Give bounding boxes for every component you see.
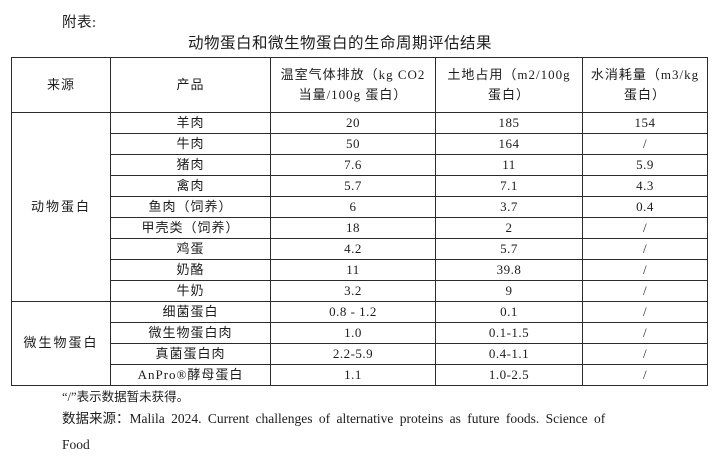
group-label-microbial-protein: 微生物蛋白 [11,301,111,386]
cell-water: / [582,343,708,365]
cell-product: AnPro®酵母蛋白 [110,364,271,386]
table-row: 真菌蛋白肉 2.2-5.9 0.4-1.1 / [12,343,708,365]
cell-ghg: 3.2 [270,280,436,302]
cell-land: 0.4-1.1 [435,343,583,365]
cell-land: 9 [435,280,583,302]
header-row: 来源 产品 温室气体排放（kg CO2 当量/100g 蛋白） 土地占用（m2/… [11,57,708,113]
table-row: 牛奶 3.2 9 / [12,280,708,302]
cell-ghg: 0.8 - 1.2 [270,301,436,323]
table-row: 禽肉 5.7 7.1 4.3 [12,175,708,197]
cell-product: 猪肉 [110,154,271,176]
data-source-line: 数据来源：Malila 2024. Current challenges of … [62,407,605,427]
table-row: 微生物蛋白肉 1.0 0.1-1.5 / [12,322,708,344]
cell-ghg: 4.2 [270,238,436,260]
cell-product: 真菌蛋白肉 [110,343,271,365]
table-row: 鱼肉（饲养） 6 3.7 0.4 [12,196,708,218]
cell-water: / [582,364,708,386]
table-title: 动物蛋白和微生物蛋白的生命周期评估结果 [187,35,492,52]
cell-ghg: 11 [270,259,436,281]
cell-land: 3.7 [435,196,583,218]
cell-ghg: 6 [270,196,436,218]
cell-land: 5.7 [435,238,583,260]
data-source-line-continued: Food [62,437,90,452]
slash-footnote: “/”表示数据暂未获得。 [62,390,190,404]
cell-water: / [582,133,708,155]
cell-water: / [582,301,708,323]
table-header: 来源 产品 温室气体排放（kg CO2 当量/100g 蛋白） 土地占用（m2/… [11,57,708,113]
cell-product: 禽肉 [110,175,271,197]
cell-ghg: 1.1 [270,364,436,386]
cell-land: 7.1 [435,175,583,197]
cell-water: 154 [582,112,708,134]
cell-water: 5.9 [582,154,708,176]
table-row: 微生物蛋白 细菌蛋白 0.8 - 1.2 0.1 / [11,301,708,386]
cell-land: 164 [435,133,583,155]
cell-product: 牛肉 [110,133,271,155]
cell-water: / [582,280,708,302]
table-row: 动物蛋白 羊肉 20 185 154 [11,112,708,302]
cell-product: 羊肉 [110,112,271,134]
cell-land: 11 [435,154,583,176]
table-body: 动物蛋白 羊肉 20 185 154 牛肉 50 164 / 猪肉 7.6 11… [11,112,708,386]
data-source-label: 数据来源： [62,411,130,426]
col-header-water: 水消耗量（m3/kg 蛋白） [582,57,708,113]
cell-water: / [582,259,708,281]
cell-water: / [582,322,708,344]
cell-land: 1.0-2.5 [435,364,583,386]
lca-results-table: 来源 产品 温室气体排放（kg CO2 当量/100g 蛋白） 土地占用（m2/… [11,57,708,386]
table-row: 鸡蛋 4.2 5.7 / [12,238,708,260]
cell-product: 鸡蛋 [110,238,271,260]
table-row: 牛肉 50 164 / [12,133,708,155]
table-row: 奶酪 11 39.8 / [12,259,708,281]
table-row: 甲壳类（饲养） 18 2 / [12,217,708,239]
cell-land: 0.1-1.5 [435,322,583,344]
table-row: AnPro®酵母蛋白 1.1 1.0-2.5 / [12,364,708,386]
table-caption-prefix: 附表: [62,15,97,31]
cell-product: 鱼肉（饲养） [110,196,271,218]
col-header-land: 土地占用（m2/100g 蛋白） [435,57,583,113]
col-header-source: 来源 [11,57,111,113]
cell-ghg: 1.0 [270,322,436,344]
cell-water: 4.3 [582,175,708,197]
cell-product: 细菌蛋白 [110,301,271,323]
cell-product: 奶酪 [110,259,271,281]
col-header-product: 产品 [110,57,271,113]
table-row: 猪肉 7.6 11 5.9 [12,154,708,176]
cell-land: 0.1 [435,301,583,323]
cell-ghg: 20 [270,112,436,134]
cell-ghg: 2.2-5.9 [270,343,436,365]
col-header-ghg: 温室气体排放（kg CO2 当量/100g 蛋白） [270,57,436,113]
cell-water: 0.4 [582,196,708,218]
cell-land: 2 [435,217,583,239]
cell-water: / [582,217,708,239]
cell-product: 牛奶 [110,280,271,302]
cell-ghg: 7.6 [270,154,436,176]
cell-product: 微生物蛋白肉 [110,322,271,344]
data-source-citation: Malila 2024. Current challenges of alter… [129,411,606,426]
cell-ghg: 50 [270,133,436,155]
cell-land: 39.8 [435,259,583,281]
group-label-animal-protein: 动物蛋白 [11,112,111,302]
cell-water: / [582,238,708,260]
cell-ghg: 5.7 [270,175,436,197]
cell-product: 甲壳类（饲养） [110,217,271,239]
cell-ghg: 18 [270,217,436,239]
cell-land: 185 [435,112,583,134]
